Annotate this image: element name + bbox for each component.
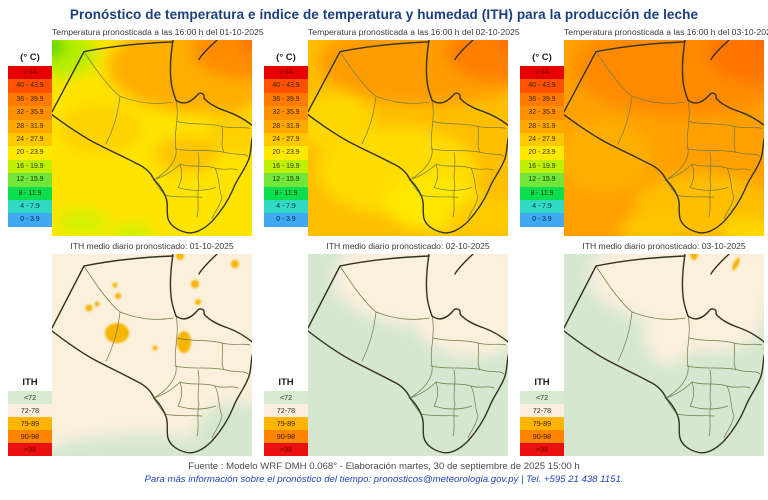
ith-legend: ITH <72 72-78 79-89 90-98 >98: [520, 375, 564, 456]
temperature-legend-entry: 28 - 31.9: [264, 119, 308, 133]
footer: Fuente : Modelo WRF DMH 0.068° - Elabora…: [0, 461, 768, 485]
ith-legend-entry: >98: [264, 443, 308, 456]
ith-legend-entry: 90-98: [264, 430, 308, 443]
page-title: Pronóstico de temperatura e índice de te…: [69, 7, 699, 22]
temperature-legend-entry: 16 - 19.9: [8, 159, 52, 174]
temperature-legend-entry: 32 - 35.9: [264, 106, 308, 120]
temperature-legend-entry: 16 - 19.9: [264, 159, 308, 174]
temperature-legend-header: (° C): [20, 52, 40, 63]
temperature-legend-entry: 36 - 39.9: [520, 92, 564, 107]
temperature-legend-entry: 8 - 11.9: [520, 186, 564, 200]
temperature-legend-entry: 32 - 35.9: [520, 106, 564, 120]
temperature-legend-entry: 40 - 43.9: [520, 79, 564, 93]
temperature-legend-entry: 36 - 39.9: [8, 92, 52, 107]
footer-source-text: Fuente : Modelo WRF DMH 0.068° - Elabora…: [188, 461, 580, 472]
ith-legend-header: ITH: [278, 377, 294, 388]
ith-panel-day1: ITH medio diario pronosticado: 01-10-202…: [0, 236, 256, 456]
temperature-legend-entry: 24 - 27.9: [520, 132, 564, 147]
ith-legend-entry: >98: [520, 443, 564, 456]
temperature-legend-entry: 4 - 7.9: [520, 199, 564, 214]
temp-panel-day1: Temperatura pronosticada a las 16:00 h d…: [0, 22, 264, 236]
ith-map-day3: [564, 254, 764, 456]
temperature-legend-entry: 8 - 11.9: [264, 186, 308, 200]
temperature-map-day1: [52, 40, 252, 236]
ith-legend-entry: 72-78: [8, 404, 52, 417]
temperature-legend-entry: ≥ 44: [264, 66, 308, 80]
temp-panel-day3: Temperatura pronosticada a las 16:00 h d…: [512, 22, 768, 236]
temp-panel-day2: Temperatura pronosticada a las 16:00 h d…: [256, 22, 520, 236]
ith-panel-day3: ITH medio diario pronosticado: 03-10-202…: [512, 236, 768, 456]
temperature-legend-entry: 4 - 7.9: [264, 199, 308, 214]
ith-legend-entry: 90-98: [520, 430, 564, 443]
temperature-legend-entry: 40 - 43.9: [264, 79, 308, 93]
ith-map-day1: [52, 254, 252, 456]
ith-panel-day3-title: ITH medio diario pronosticado: 03-10-202…: [582, 241, 746, 251]
temperature-legend-entry: 24 - 27.9: [264, 132, 308, 147]
temperature-legend-entry: 8 - 11.9: [8, 186, 52, 200]
ith-legend-entry: <72: [520, 391, 564, 404]
temperature-legend-entry: ≥ 44: [8, 66, 52, 80]
temperature-row: Temperatura pronosticada a las 16:00 h d…: [0, 22, 768, 236]
temperature-legend-entry: 28 - 31.9: [8, 119, 52, 133]
ith-legend-header: ITH: [534, 377, 550, 388]
temperature-legend-entry: 40 - 43.9: [8, 79, 52, 93]
temperature-legend-entry: 16 - 19.9: [520, 159, 564, 174]
ith-row: ITH medio diario pronosticado: 01-10-202…: [0, 236, 768, 456]
ith-map-day2: [308, 254, 508, 456]
ith-legend-entry: <72: [8, 391, 52, 404]
temperature-legend-entry: 20 - 23.9: [8, 146, 52, 160]
temperature-legend-entry: 24 - 27.9: [8, 132, 52, 147]
ith-legend-entry: 72-78: [264, 404, 308, 417]
temperature-legend-entry: 12 - 15.9: [8, 173, 52, 187]
temp-panel-day3-title: Temperatura pronosticada a las 16:00 h d…: [564, 27, 768, 37]
temperature-map-day2: [308, 40, 508, 236]
temperature-legend-entry: 20 - 23.9: [520, 146, 564, 160]
temperature-legend-header: (° C): [532, 52, 552, 63]
temperature-legend: (° C) ≥ 44 40 - 43.9 36 - 39.9 32 - 35.9 28 …: [520, 50, 564, 236]
ith-legend-entry: 79-89: [8, 417, 52, 430]
temperature-legend-entry: 4 - 7.9: [8, 199, 52, 214]
temperature-legend-entry: 0 - 3.9: [264, 213, 308, 227]
ith-legend-entry: >98: [8, 443, 52, 456]
ith-legend: ITH <72 72-78 79-89 90-98 >98: [8, 375, 52, 456]
temperature-legend-entry: 28 - 31.9: [520, 119, 564, 133]
temperature-legend: (° C) ≥ 44 40 - 43.9 36 - 39.9 32 - 35.9 28 …: [264, 50, 308, 236]
ith-legend: ITH <72 72-78 79-89 90-98 >98: [264, 375, 308, 456]
ith-panel-day2-title: ITH medio diario pronosticado: 02-10-202…: [326, 241, 490, 251]
ith-panel-day2: ITH medio diario pronosticado: 02-10-202…: [256, 236, 512, 456]
footer-contact-text: Para más información sobre el pronóstico…: [144, 474, 624, 485]
temperature-legend-entry: 12 - 15.9: [264, 173, 308, 187]
temperature-legend-entry: 36 - 39.9: [264, 92, 308, 107]
ith-legend-entry: 90-98: [8, 430, 52, 443]
ith-legend-header: ITH: [22, 377, 38, 388]
ith-legend-entry: 79-89: [264, 417, 308, 430]
temp-panel-day2-title: Temperatura pronosticada a las 16:00 h d…: [308, 27, 520, 37]
temp-panel-day1-title: Temperatura pronosticada a las 16:00 h d…: [52, 27, 264, 37]
temperature-legend-entry: 12 - 15.9: [520, 173, 564, 187]
temperature-map-day3: [564, 40, 764, 236]
temperature-legend-header: (° C): [276, 52, 296, 63]
temperature-legend-entry: 20 - 23.9: [264, 146, 308, 160]
temperature-legend: (° C) ≥ 44 40 - 43.9 36 - 39.9 32 - 35.9 28 …: [8, 50, 52, 236]
ith-panel-day1-title: ITH medio diario pronosticado: 01-10-202…: [70, 241, 234, 251]
temperature-legend-entry: 0 - 3.9: [8, 213, 52, 227]
temperature-legend-entry: ≥ 44: [520, 66, 564, 80]
ith-legend-entry: <72: [264, 391, 308, 404]
temperature-legend-entry: 0 - 3.9: [520, 213, 564, 227]
ith-legend-entry: 79-89: [520, 417, 564, 430]
ith-legend-entry: 72-78: [520, 404, 564, 417]
temperature-legend-entry: 32 - 35.9: [8, 106, 52, 120]
